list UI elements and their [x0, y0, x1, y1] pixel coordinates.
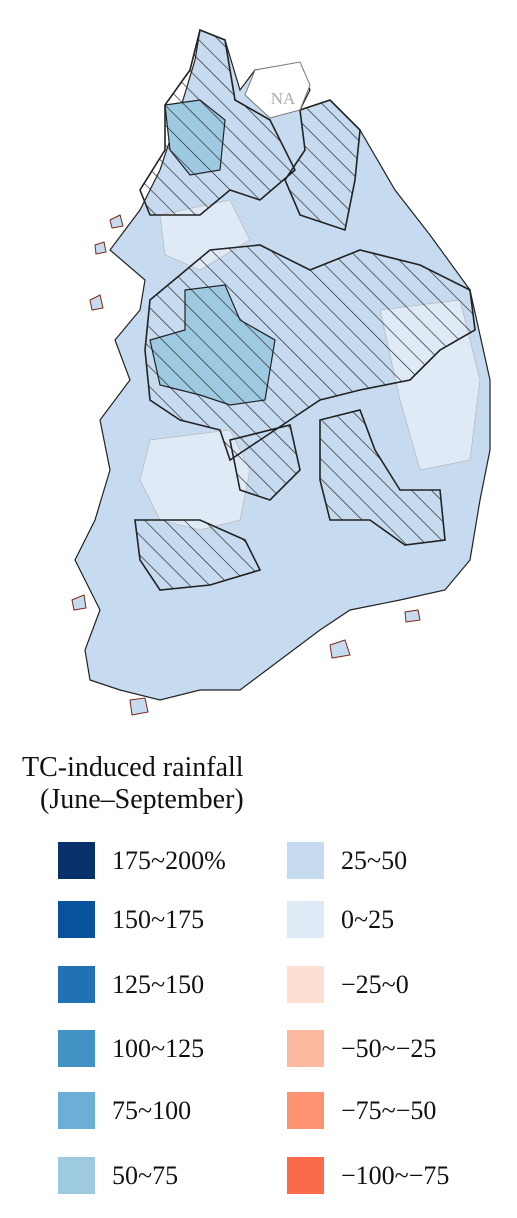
legend-label: 175~200%: [112, 846, 226, 875]
legend-swatch: [287, 842, 324, 879]
legend-swatch: [58, 966, 95, 1003]
map: NA: [71, 28, 491, 716]
legend-label: 25~50: [341, 846, 407, 875]
na-label: NA: [271, 89, 296, 108]
legend-swatch: [58, 1092, 95, 1129]
legend-label: 125~150: [112, 970, 204, 999]
legend-swatch: [58, 1157, 95, 1194]
legend-title: TC-induced rainfall: [22, 752, 244, 783]
legend-swatch: [287, 1157, 324, 1194]
legend-swatch: [58, 901, 95, 938]
legend-swatch: [58, 842, 95, 879]
legend-label: −50~−25: [341, 1034, 436, 1063]
na-region: [244, 61, 311, 119]
legend-swatch: [58, 1030, 95, 1067]
legend-label: −25~0: [341, 970, 409, 999]
hatched-regions: [134, 28, 476, 591]
legend: TC-induced rainfall (June–September) 175…: [22, 752, 449, 1194]
legend-label: 150~175: [112, 905, 204, 934]
legend-subtitle: (June–September): [40, 784, 244, 815]
legend-label: 75~100: [112, 1096, 191, 1125]
legend-label: 50~75: [112, 1161, 178, 1190]
legend-swatch: [287, 901, 324, 938]
coast-islands: [71, 214, 421, 716]
legend-swatch: [287, 1030, 324, 1067]
legend-label: 100~125: [112, 1034, 204, 1063]
legend-label: −100~−75: [341, 1161, 449, 1190]
legend-swatch: [287, 1092, 324, 1129]
legend-swatch: [287, 966, 324, 1003]
legend-label: 0~25: [341, 905, 394, 934]
legend-label: −75~−50: [341, 1096, 436, 1125]
